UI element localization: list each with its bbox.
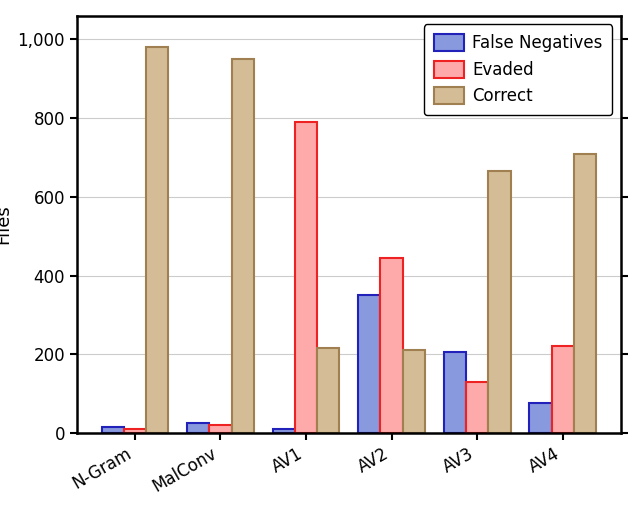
Bar [358, 295, 380, 433]
Bar [102, 427, 124, 433]
Legend: False Negatives, Evaded, Correct: False Negatives, Evaded, Correct [424, 24, 612, 115]
Bar [124, 429, 146, 433]
Bar [295, 122, 317, 433]
Bar [209, 425, 232, 433]
Bar [574, 154, 596, 433]
Y-axis label: Files: Files [0, 204, 12, 244]
Bar [146, 48, 168, 433]
Bar [403, 350, 425, 433]
Bar [232, 59, 254, 433]
Bar [488, 171, 511, 433]
Bar [552, 346, 574, 433]
Bar [317, 348, 339, 433]
Bar [380, 258, 403, 433]
Bar [187, 423, 209, 433]
Bar [273, 429, 295, 433]
Bar [466, 382, 488, 433]
Bar [444, 352, 466, 433]
Bar [529, 403, 552, 433]
